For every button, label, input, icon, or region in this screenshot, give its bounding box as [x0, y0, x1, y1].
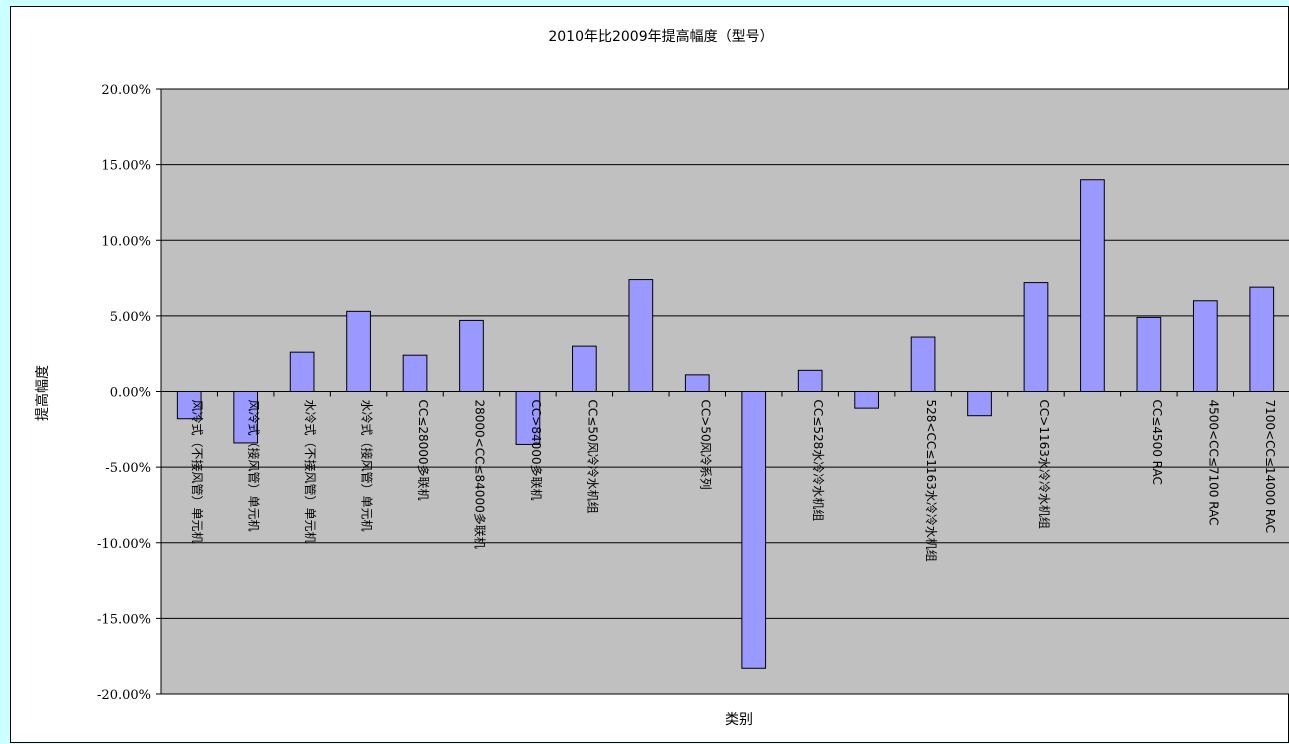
axes — [156, 88, 1235, 695]
category-label: CC>84000多联机 — [529, 400, 543, 501]
bar — [402, 354, 428, 393]
bar — [684, 374, 710, 392]
y-tick-label: 0.00% — [110, 386, 151, 401]
category-label: 风冷式（不接风管）单元机 — [190, 400, 205, 544]
bar — [289, 351, 315, 392]
bar — [1192, 300, 1218, 392]
category-label: CC>50风冷系列 — [698, 400, 712, 490]
bars — [176, 179, 1275, 669]
chart-frame: 20.00% 15.00% 10.00% 5.00% 0.00% -5.00% -10.00… — [10, 6, 1289, 743]
category-label: 7100<CC≤14000 RAC — [1263, 400, 1277, 534]
category-label: CC≤4500 RAC — [1150, 400, 1164, 485]
y-tick-label: -15.00% — [97, 612, 151, 627]
y-axis-label: 提高幅度 — [34, 365, 51, 421]
y-tick-label: 10.00% — [101, 234, 151, 249]
bar — [1023, 282, 1049, 393]
y-tick-label: 20.00% — [101, 83, 151, 98]
bar — [176, 391, 202, 420]
category-label: 水冷式（不接风管）单元机 — [303, 400, 318, 544]
bar — [854, 391, 879, 409]
bar — [741, 391, 767, 669]
bar — [346, 310, 371, 392]
category-labels: 风冷式（不接风管）单元机 风冷式（接风管）单元机 水冷式（不接风管）单元机 水冷式（接… — [190, 400, 1277, 562]
y-tick-label: -10.00% — [97, 537, 151, 552]
y-tick-label: -5.00% — [105, 461, 151, 476]
bar — [233, 391, 259, 444]
category-label: 528<CC≤1163水冷冷水机组 — [924, 400, 938, 562]
x-axis-label: 类别 — [725, 712, 753, 728]
bar — [1080, 179, 1105, 392]
category-label: CC≤50风冷冷水机组 — [585, 400, 599, 514]
category-label: CC>1163水冷冷水机组 — [1037, 400, 1051, 529]
category-label: CC≤28000多联机 — [416, 400, 430, 501]
category-label: 风冷式（接风管）单元机 — [247, 400, 262, 532]
bar — [910, 336, 936, 392]
bar — [1249, 286, 1275, 393]
y-tick-label: 5.00% — [110, 310, 151, 325]
y-tick-label: -20.00% — [97, 688, 151, 703]
y-tick-label: 15.00% — [101, 159, 151, 174]
bar — [1136, 316, 1162, 393]
bar — [628, 279, 654, 393]
category-label: 4500<CC≤7100 RAC — [1206, 400, 1220, 526]
bar — [797, 369, 823, 393]
bar-chart: 20.00% 15.00% 10.00% 5.00% 0.00% -5.00% -10.00… — [34, 28, 1289, 728]
y-tick-labels: 20.00% 15.00% 10.00% 5.00% 0.00% -5.00% -10.00… — [97, 83, 151, 703]
category-label: CC≤528水冷冷水机组 — [811, 400, 825, 522]
bar — [572, 345, 597, 392]
category-label: 28000<CC≤84000多联机 — [472, 400, 486, 549]
category-label: 水冷式（接风管）单元机 — [360, 400, 375, 532]
bar — [967, 391, 992, 417]
bar — [459, 319, 484, 393]
bar — [515, 391, 541, 445]
chart-title: 2010年比2009年提高幅度（型号） — [548, 28, 773, 45]
